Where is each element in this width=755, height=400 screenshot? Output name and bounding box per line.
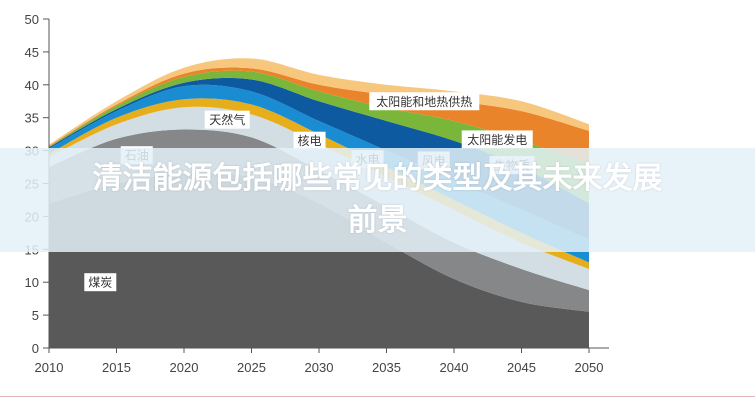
x-tick-label: 2010 bbox=[35, 360, 64, 375]
headline-title: 清洁能源包括哪些常见的类型及其未来发展 前景 bbox=[0, 158, 755, 242]
area-3 bbox=[49, 106, 589, 291]
series-label-group: 煤炭 bbox=[84, 273, 117, 292]
y-tick-label: 0 bbox=[32, 341, 39, 356]
series-label-box bbox=[293, 131, 326, 150]
x-tick-label: 2035 bbox=[372, 360, 401, 375]
series-label: 太阳能发电 bbox=[467, 132, 527, 147]
area-2 bbox=[49, 129, 589, 312]
area-9 bbox=[49, 58, 589, 146]
x-tick-label: 2020 bbox=[170, 360, 199, 375]
series-label-box bbox=[84, 273, 117, 292]
y-tick-label: 45 bbox=[25, 45, 39, 60]
y-tick-label: 10 bbox=[25, 275, 39, 290]
y-tick-label: 40 bbox=[25, 78, 39, 93]
series-label-group: 太阳能发电 bbox=[461, 130, 533, 149]
series-label: 煤炭 bbox=[88, 276, 112, 290]
x-tick-label: 2045 bbox=[507, 360, 536, 375]
series-label: 天然气 bbox=[209, 112, 245, 127]
y-tick-label: 50 bbox=[25, 12, 39, 27]
series-label-box bbox=[461, 130, 533, 149]
x-tick-label: 2050 bbox=[575, 360, 604, 375]
area-8 bbox=[49, 67, 589, 164]
y-tick-label: 5 bbox=[32, 308, 39, 323]
headline-line-1: 清洁能源包括哪些常见的类型及其未来发展 bbox=[92, 161, 663, 196]
series-label-group: 天然气 bbox=[204, 110, 250, 129]
series-label-box bbox=[204, 110, 250, 129]
bottom-divider bbox=[0, 396, 755, 397]
headline-line-2: 前景 bbox=[347, 203, 408, 238]
series-label: 核电 bbox=[298, 134, 322, 148]
x-tick-label: 2025 bbox=[237, 360, 266, 375]
series-label-box bbox=[369, 92, 480, 111]
headline-banner bbox=[0, 148, 755, 252]
x-ticks: 2010 2015 2020 2025 2030 2035 2040 2045 2050 bbox=[35, 348, 604, 375]
y-tick-label: 35 bbox=[25, 111, 39, 126]
series-label: 太阳能和地热供热 bbox=[376, 94, 472, 109]
x-tick-label: 2040 bbox=[440, 360, 469, 375]
x-tick-label: 2030 bbox=[305, 360, 334, 375]
series-label-group: 核电 bbox=[293, 131, 326, 150]
series-label-group: 太阳能和地热供热 bbox=[369, 92, 480, 111]
x-tick-label: 2015 bbox=[102, 360, 131, 375]
